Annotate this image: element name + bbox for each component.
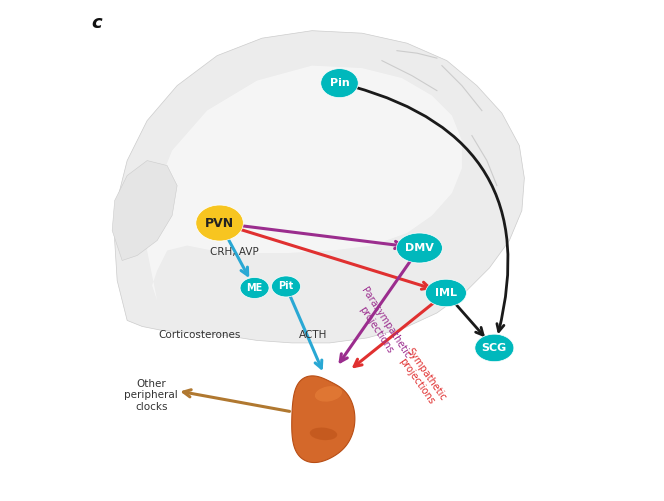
Text: CRH, AVP: CRH, AVP <box>210 247 259 257</box>
Polygon shape <box>291 376 355 462</box>
Text: Corticosterones: Corticosterones <box>159 331 241 341</box>
Ellipse shape <box>315 386 342 402</box>
Ellipse shape <box>196 205 243 241</box>
Text: ACTH: ACTH <box>299 331 327 341</box>
Text: DMV: DMV <box>405 243 434 253</box>
Text: Parasympathetic
projections: Parasympathetic projections <box>349 286 412 367</box>
Text: Pit: Pit <box>278 282 293 292</box>
Ellipse shape <box>272 276 301 297</box>
Text: c: c <box>91 14 102 32</box>
Text: IML: IML <box>435 288 457 298</box>
Ellipse shape <box>321 69 359 98</box>
Polygon shape <box>112 160 177 261</box>
Ellipse shape <box>240 278 269 299</box>
Text: PVN: PVN <box>205 216 234 229</box>
Ellipse shape <box>426 279 466 307</box>
Text: Sympathetic
projections: Sympathetic projections <box>394 346 448 409</box>
Text: ME: ME <box>246 283 263 293</box>
Text: SCG: SCG <box>482 343 507 353</box>
Text: Other
peripheral
clocks: Other peripheral clocks <box>124 379 178 412</box>
Text: Pin: Pin <box>329 78 349 88</box>
Ellipse shape <box>396 233 442 263</box>
Polygon shape <box>147 66 462 301</box>
Ellipse shape <box>310 427 337 440</box>
Polygon shape <box>115 31 525 343</box>
Ellipse shape <box>475 334 514 362</box>
